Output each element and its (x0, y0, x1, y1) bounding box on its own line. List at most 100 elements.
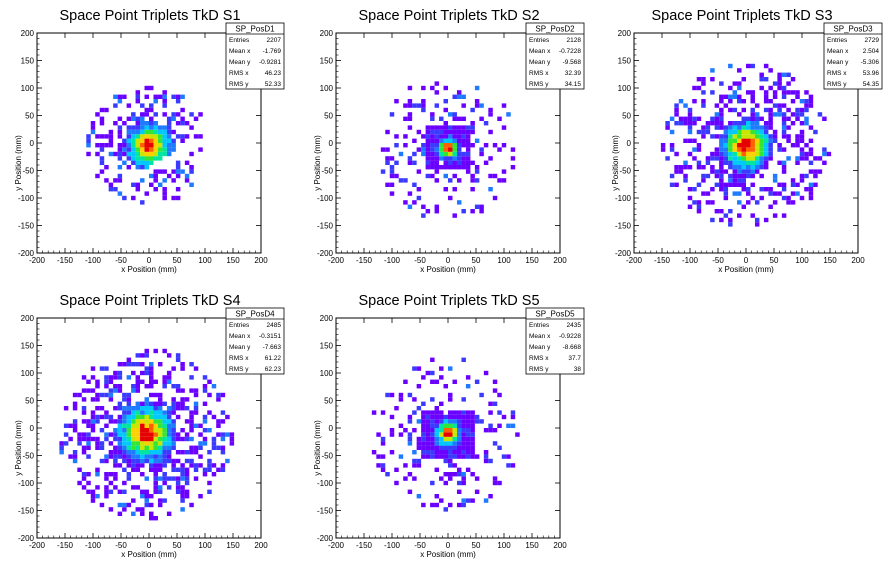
histogram-bin (385, 156, 390, 161)
histogram-bin (425, 138, 431, 143)
histogram-bin (135, 432, 141, 437)
histogram-bin (443, 156, 448, 161)
histogram-bin (162, 432, 167, 437)
histogram-bin (777, 147, 782, 152)
histogram-bin (122, 489, 127, 494)
histogram-bin (144, 406, 149, 411)
histogram-bin (95, 414, 100, 420)
histogram-bin (772, 173, 778, 179)
histogram-bin (162, 134, 167, 139)
histogram-bin (465, 138, 471, 143)
histogram-bin (705, 200, 711, 205)
histogram-bin (759, 85, 764, 91)
histogram-bin (719, 209, 724, 214)
histogram-bin (701, 129, 706, 135)
histogram-bin (763, 63, 769, 69)
histogram-bin (728, 134, 733, 139)
histogram-bin (135, 143, 141, 148)
histogram-bin (211, 463, 217, 468)
histogram-bin (202, 384, 208, 389)
histogram-bin (434, 379, 440, 384)
histogram-bin (737, 169, 742, 174)
histogram-bin (474, 103, 480, 108)
histogram-bin (799, 173, 805, 179)
histogram-bin (144, 445, 149, 450)
x-tick-label: -50 (414, 256, 426, 265)
histogram-bin (737, 151, 742, 157)
histogram-bin (398, 397, 404, 402)
histogram-bin (416, 169, 422, 174)
y-tick-label: -150 (18, 222, 35, 231)
histogram-bin (162, 147, 167, 152)
histogram-bin (674, 169, 679, 174)
histogram-bin (126, 156, 132, 161)
histogram-bin (817, 169, 823, 174)
histogram-bin (202, 375, 208, 380)
histogram-bin (741, 116, 746, 121)
histogram-bin (166, 414, 172, 420)
histogram-bin (772, 138, 778, 143)
histogram-bin (131, 511, 136, 516)
histogram-bin (754, 151, 760, 157)
histogram-bin (710, 90, 715, 95)
histogram-bin (439, 498, 444, 503)
histogram-bin (443, 85, 448, 91)
histogram-bin (144, 160, 149, 165)
stats-name: SP_PosD5 (535, 310, 575, 319)
histogram-bin (113, 454, 118, 459)
histogram-bin (184, 419, 190, 424)
histogram-bin (385, 129, 390, 135)
histogram-bin (149, 362, 154, 367)
histogram-bin (465, 419, 471, 424)
histogram-bin (741, 160, 746, 165)
histogram-bin (166, 458, 172, 464)
histogram-bin (149, 410, 154, 415)
histogram-bin (799, 112, 805, 117)
histogram-bin (781, 160, 787, 165)
histogram-bin (732, 151, 738, 157)
histogram-bin (149, 392, 154, 398)
histogram-bin (443, 173, 448, 179)
histogram-bin (737, 134, 742, 139)
histogram-bin (448, 160, 453, 165)
histogram-bin (506, 463, 511, 468)
histogram-bin (180, 121, 185, 126)
histogram-bin (750, 195, 755, 201)
histogram-bin (72, 428, 78, 433)
histogram-bin (149, 463, 154, 468)
stats-label: RMS x (229, 355, 249, 362)
histogram-bin (728, 107, 733, 113)
histogram-bin (728, 156, 733, 161)
histogram-bin (166, 134, 172, 139)
histogram-bin (434, 129, 440, 135)
histogram-bin (723, 191, 729, 196)
histogram-bin (741, 125, 746, 130)
histogram-bin (768, 147, 773, 152)
histogram-bin (117, 143, 123, 148)
histogram-bin (117, 191, 123, 196)
histogram-bin (162, 195, 167, 201)
histogram-bin (470, 414, 475, 420)
x-tick-label: 200 (553, 256, 567, 265)
histogram-bin (385, 147, 390, 152)
histogram-bin (149, 511, 154, 516)
histogram-bin (448, 441, 453, 446)
histogram-bin (117, 116, 123, 121)
y-tick-label: -50 (619, 167, 631, 176)
histogram-bin (211, 384, 217, 389)
histogram-bin (193, 463, 199, 468)
histogram-bin (701, 178, 706, 183)
histogram-bin (474, 476, 480, 481)
histogram-bin (407, 160, 413, 165)
histogram-bin (501, 103, 507, 108)
histogram-bin (741, 187, 746, 192)
histogram-bin (157, 138, 163, 143)
histogram-bin (772, 200, 778, 205)
histogram-bin (135, 454, 141, 459)
histogram-bin (108, 151, 114, 157)
y-tick-label: 100 (21, 84, 35, 93)
histogram-bin (470, 143, 475, 148)
histogram-bin (166, 423, 172, 428)
histogram-bin (117, 406, 123, 411)
histogram-bin (768, 156, 773, 161)
